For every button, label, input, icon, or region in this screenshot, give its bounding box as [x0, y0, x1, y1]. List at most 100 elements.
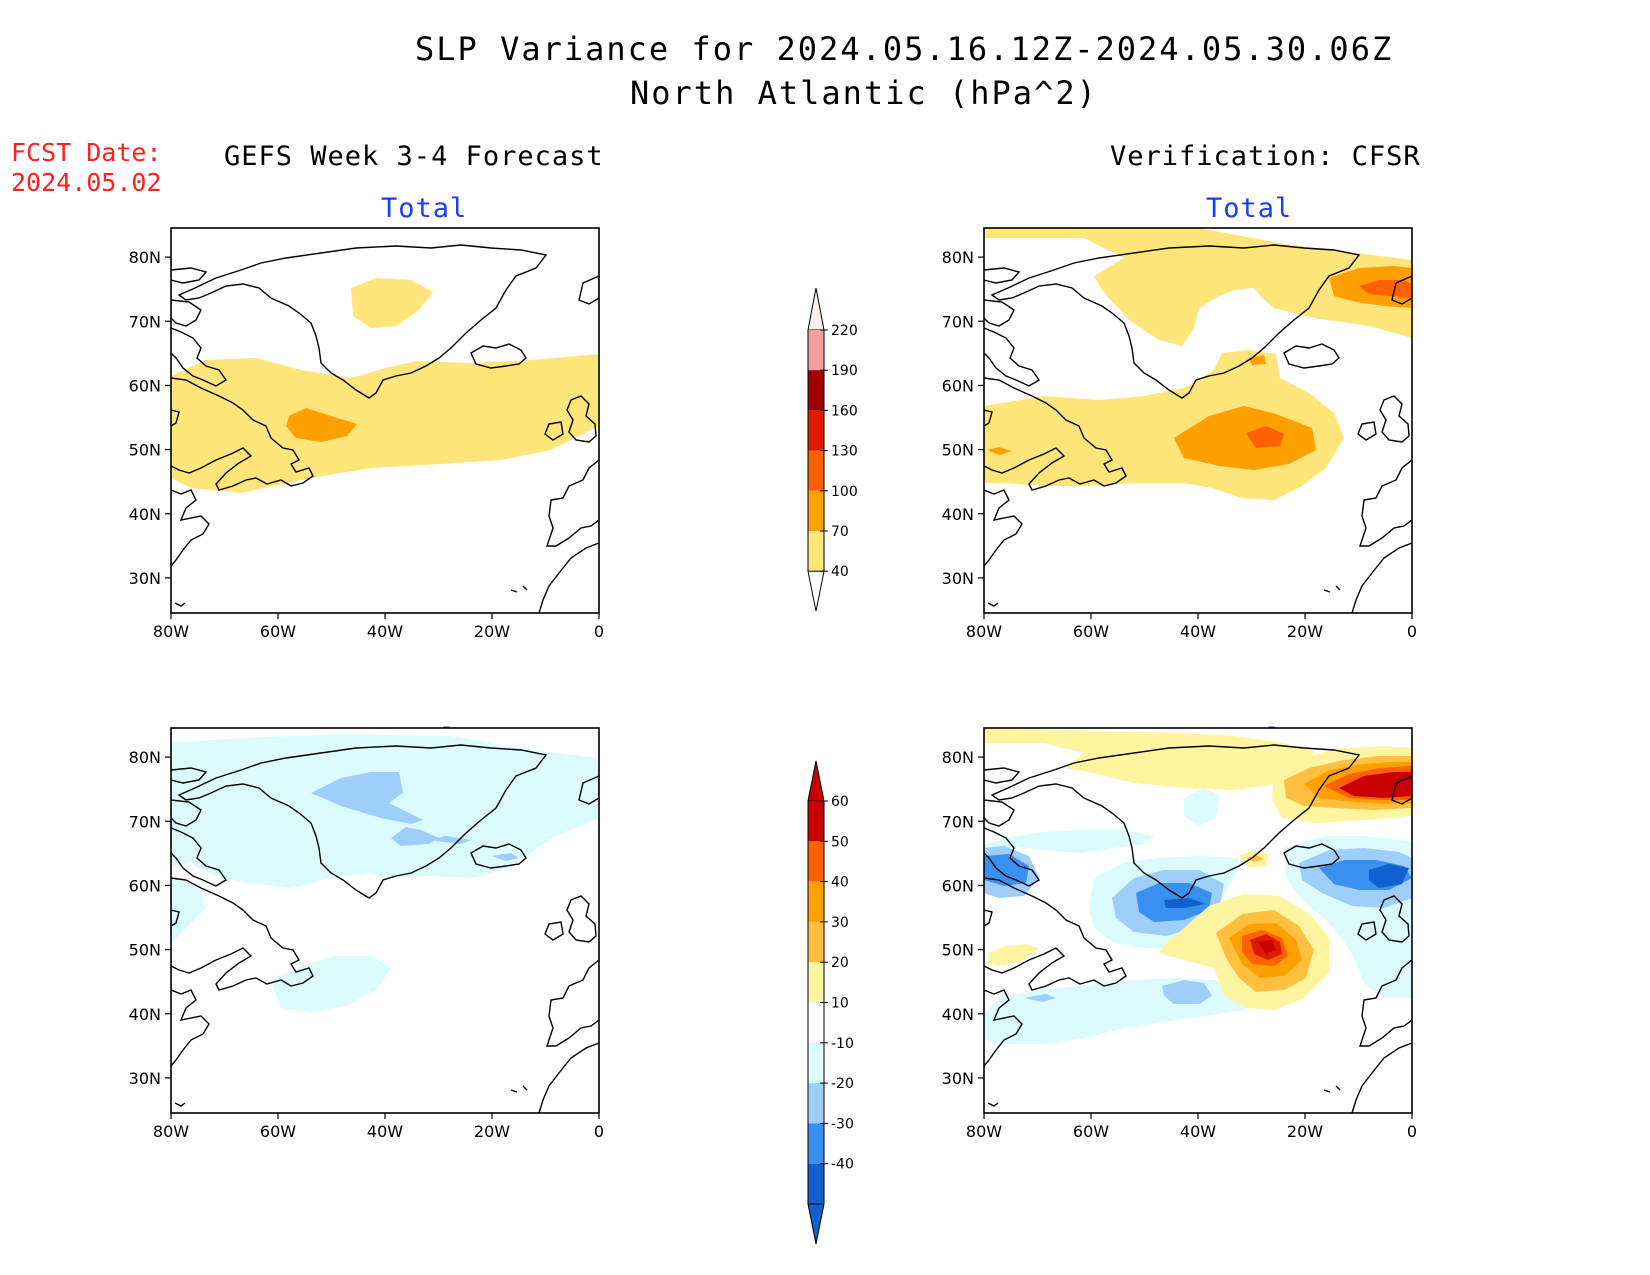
colorbar-swatch [808, 1163, 824, 1204]
colorbar-swatch [808, 801, 824, 842]
forecast-column-heading: GEFS Week 3-4 Forecast [224, 141, 604, 172]
colorbar-label: 100 [831, 484, 858, 500]
colorbar-swatch [808, 450, 824, 491]
anomaly-colorbar: 60 50 40 30 20 10 -10 -20 -30 -40 [807, 760, 854, 1245]
contour-region [286, 408, 357, 442]
lat-label: 50N [942, 441, 974, 460]
colorbar-swatch [808, 962, 824, 1003]
lat-label: 80N [129, 248, 161, 267]
lat-label: 30N [129, 569, 161, 588]
contour-region [171, 354, 599, 493]
colorbar-swatch [808, 1123, 824, 1164]
lat-label: 40N [942, 1005, 974, 1024]
colorbar-label: -10 [831, 1036, 854, 1052]
lon-label: 60W [260, 622, 296, 641]
contour-region [984, 854, 1029, 886]
lon-label: 80W [153, 1122, 189, 1141]
lat-label: 60N [942, 876, 974, 895]
colorbar-label: 50 [831, 834, 849, 850]
lon-label: 80W [966, 1122, 1002, 1141]
contour-region [1246, 855, 1264, 862]
lon-label: 20W [474, 1122, 510, 1141]
lat-label: 80N [942, 748, 974, 767]
contour-region [984, 228, 1412, 346]
lat-label: 40N [942, 505, 974, 524]
lat-label: 60N [129, 876, 161, 895]
contour-region [351, 278, 433, 328]
fcst-total-map: 80N 70N 60N 50N 40N 30N 80W 60W 40W 20W 0 [129, 227, 604, 641]
colorbar-swatch [808, 531, 824, 572]
lat-label: 50N [942, 941, 974, 960]
lat-label: 70N [129, 812, 161, 831]
colorbar-top-arrow [807, 287, 825, 331]
colorbar-label: 40 [831, 564, 849, 580]
lon-label: 80W [153, 622, 189, 641]
contour-region [171, 878, 206, 943]
colorbar-swatch [808, 1083, 824, 1124]
lat-label: 80N [942, 248, 974, 267]
lon-label: 20W [474, 622, 510, 641]
contour-region [391, 827, 439, 846]
fcst-date-label: FCST Date: [11, 138, 162, 167]
colorbar-swatch [808, 841, 824, 882]
lat-label: 80N [129, 748, 161, 767]
colorbar-label: 160 [831, 403, 858, 419]
lat-label: 30N [942, 569, 974, 588]
colorbar-swatch [808, 1042, 824, 1084]
colorbar-label: 60 [831, 794, 849, 810]
lat-label: 70N [129, 312, 161, 331]
contour-region [1024, 994, 1056, 1002]
colorbar-label: 70 [831, 524, 849, 540]
chart-title-line2: North Atlantic (hPa^2) [630, 74, 1098, 112]
colorbar-swatch [808, 410, 824, 451]
chart-title-line1: SLP Variance for 2024.05.16.12Z-2024.05.… [415, 30, 1394, 68]
contour-region [1164, 898, 1206, 908]
lon-label: 20W [1287, 622, 1323, 641]
lat-label: 50N [129, 941, 161, 960]
lat-label: 60N [129, 376, 161, 395]
lon-label: 40W [1180, 1122, 1216, 1141]
colorbar-label: 190 [831, 363, 858, 379]
verif-anomaly-map: 80N 70N 60N 50N 40N 30N 80W 60W 40W 20W 0 [942, 727, 1417, 1141]
colorbar-label: -30 [831, 1116, 854, 1132]
lon-label: 0 [594, 1122, 604, 1141]
lat-label: 70N [942, 312, 974, 331]
contour-region [1359, 280, 1412, 298]
colorbar-label: 130 [831, 444, 858, 460]
lon-label: 60W [1073, 622, 1109, 641]
contour-region [987, 447, 1012, 455]
fcst-total-title: Total [381, 193, 468, 224]
colorbar-label: -40 [831, 1157, 854, 1173]
contour-region [1174, 406, 1316, 470]
colorbar-swatch [808, 330, 824, 371]
total-colorbar: 220 190 160 130 100 70 40 [807, 287, 858, 612]
lat-label: 40N [129, 1005, 161, 1024]
fcst-anomaly-map: 80N 70N 60N 50N 40N 30N 80W 60W 40W 20W 0 [129, 727, 604, 1141]
lon-label: 0 [594, 622, 604, 641]
lon-label: 20W [1287, 1122, 1323, 1141]
lon-label: 40W [367, 1122, 403, 1141]
colorbar-swatch [808, 370, 824, 411]
lat-label: 30N [942, 1069, 974, 1088]
lat-label: 40N [129, 505, 161, 524]
contour-region [1369, 864, 1409, 888]
colorbar-swatch [808, 921, 824, 963]
lat-label: 30N [129, 1069, 161, 1088]
colorbar-swatch [808, 881, 824, 922]
colorbar-label: -20 [831, 1076, 854, 1092]
fcst-date-value: 2024.05.02 [11, 168, 162, 197]
contour-region [984, 728, 1314, 790]
lon-label: 60W [260, 1122, 296, 1141]
colorbar-label: 40 [831, 875, 849, 891]
contour-region [1184, 788, 1219, 826]
colorbar-swatch [808, 1002, 824, 1043]
lon-label: 40W [367, 622, 403, 641]
colorbar-bottom-arrow [807, 570, 825, 612]
contour-region [1258, 940, 1276, 954]
verif-total-title: Total [1206, 193, 1293, 224]
lon-label: 40W [1180, 622, 1216, 641]
lon-label: 80W [966, 622, 1002, 641]
lat-label: 60N [942, 376, 974, 395]
contour-region [1246, 426, 1284, 448]
